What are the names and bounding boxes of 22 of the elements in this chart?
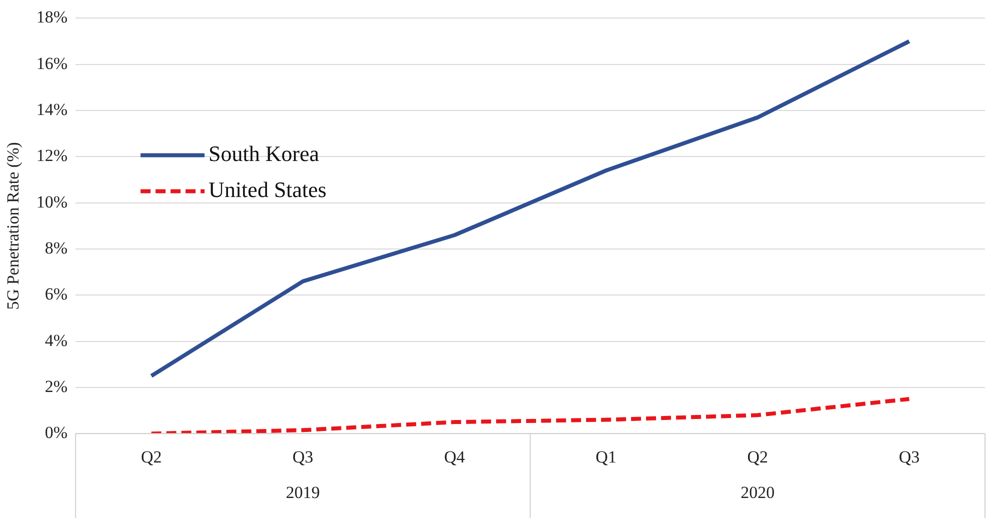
x-tick-label: Q3 xyxy=(898,447,920,466)
x-tick-label: Q2 xyxy=(140,447,162,466)
line-series xyxy=(149,396,912,434)
y-tick-label: 4% xyxy=(44,330,68,350)
legend-label: United States xyxy=(208,176,326,202)
y-tick-label: 0% xyxy=(44,423,68,442)
y-tick-label: 18% xyxy=(36,8,68,27)
y-tick-label: 12% xyxy=(36,146,68,166)
text: 2020 xyxy=(740,483,775,502)
y-tick-label: 16% xyxy=(36,54,68,73)
x-tick-label: Q2 xyxy=(747,447,768,466)
y-tick-label: 6% xyxy=(44,284,68,304)
legend-label: South Korea xyxy=(208,140,320,166)
x-tick-label: Q3 xyxy=(292,447,314,466)
x-tick-label: Q4 xyxy=(444,447,466,466)
y-tick-label: 8% xyxy=(44,238,68,258)
y-axis-title: 5G Penetration Rate (%) xyxy=(4,142,23,310)
y-tick-label: 10% xyxy=(36,192,68,212)
x-tick-label: Q1 xyxy=(596,447,616,466)
y-tick-label: 2% xyxy=(44,376,68,396)
text: 2019 xyxy=(286,483,320,502)
y-tick-label: 14% xyxy=(36,100,68,119)
